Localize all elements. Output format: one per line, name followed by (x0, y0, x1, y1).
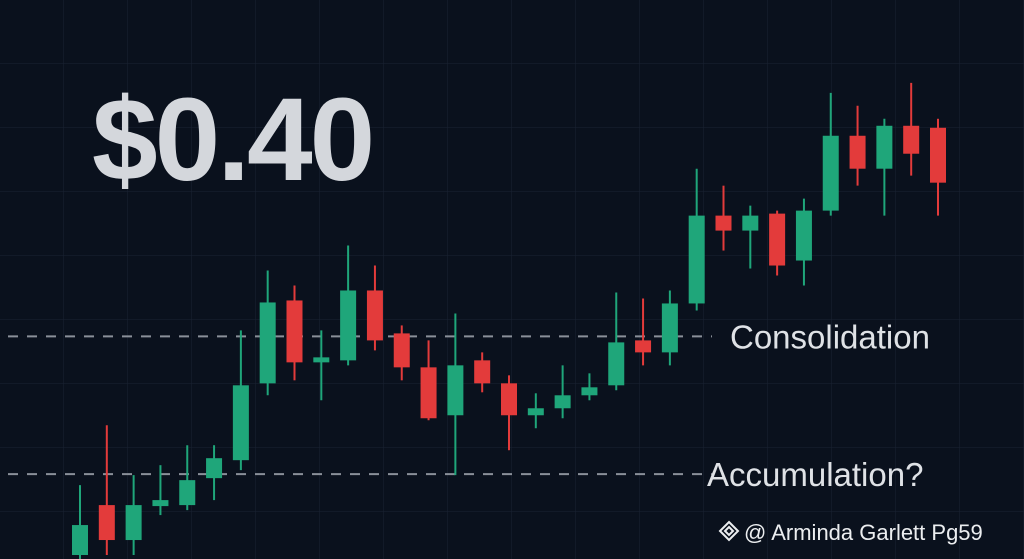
candle-body (554, 395, 571, 409)
candle-body (608, 342, 625, 386)
candle-body (393, 333, 410, 368)
candle-body (635, 340, 652, 353)
level-label: Accumulation? (707, 456, 923, 493)
candle-body (849, 135, 866, 169)
candle-body (125, 505, 142, 541)
candle-body (822, 135, 839, 211)
watermark-text: @ Arminda Garlett Pg59 (744, 520, 983, 545)
candle-body (206, 458, 223, 479)
level-label: Consolidation (730, 318, 930, 355)
candle-body (313, 357, 330, 363)
candle-body (98, 505, 115, 541)
candle-body (742, 215, 759, 231)
candle-body (527, 408, 544, 416)
candle-body (72, 525, 88, 556)
candle-body (903, 125, 920, 154)
candle-body (366, 290, 383, 341)
watermark: @ Arminda Garlett Pg59 (718, 520, 983, 545)
candle-body (420, 367, 437, 419)
candle-body (795, 210, 812, 261)
candle-body (447, 365, 464, 416)
candle-body (661, 303, 678, 353)
candle-body (179, 480, 196, 506)
candle-body (232, 385, 249, 461)
watermark-icon (718, 520, 740, 542)
price-title: $0.40 (92, 74, 372, 206)
candle-body (259, 302, 276, 384)
candle-body (501, 383, 517, 416)
candle-body (715, 215, 732, 231)
candle-body (286, 300, 303, 363)
candle-body (769, 213, 786, 266)
candle-body (876, 125, 893, 169)
candle-body (474, 360, 491, 384)
candle-body (930, 127, 946, 183)
candle-body (340, 290, 357, 361)
candle-body (581, 387, 598, 396)
candle-body (688, 215, 705, 304)
candle-body (152, 500, 169, 507)
